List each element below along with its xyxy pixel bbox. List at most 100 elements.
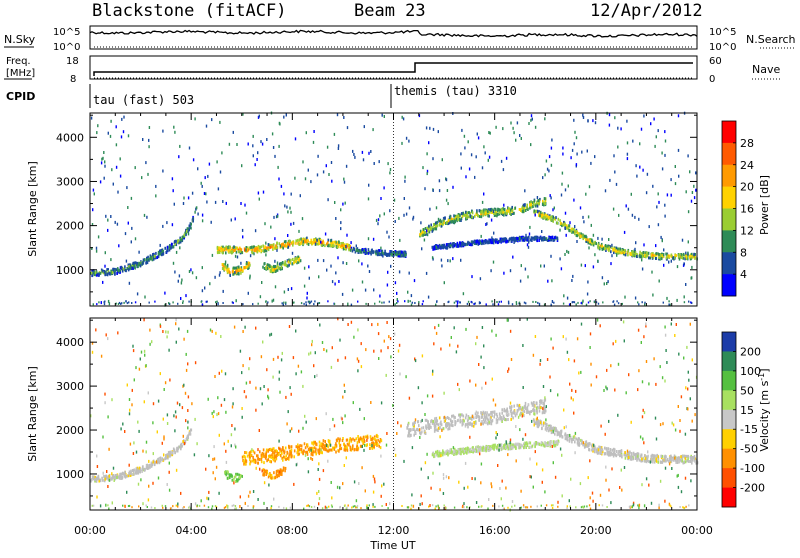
power-cell	[504, 208, 506, 211]
velocity-cell	[676, 457, 678, 460]
power-cell	[684, 301, 685, 303]
velocity-cell	[380, 446, 382, 449]
power-cell	[91, 272, 93, 275]
velocity-cell	[249, 462, 251, 465]
velocity-cell	[158, 460, 160, 463]
power-cell	[663, 302, 664, 304]
power-cell	[466, 216, 468, 219]
velocity-cell	[407, 424, 409, 427]
power-cell	[310, 180, 311, 183]
power-cell	[165, 251, 166, 254]
power-cell	[315, 239, 317, 242]
velocity-cell	[629, 451, 631, 454]
power-cell	[669, 255, 671, 258]
power-cell	[592, 119, 593, 122]
velocity-cell	[504, 417, 506, 420]
date-title: 12/Apr/2012	[590, 1, 703, 21]
velocity-cell	[305, 451, 307, 454]
velocity-cell	[550, 443, 552, 446]
power-cell	[241, 248, 243, 251]
velocity-cell	[454, 420, 456, 423]
power-cell	[433, 189, 434, 192]
power-cell	[646, 191, 647, 194]
velocity-cell	[454, 416, 456, 419]
power-cell	[342, 293, 343, 296]
power-cell	[132, 262, 134, 265]
power-cell	[317, 155, 318, 158]
velocity-cell	[610, 452, 612, 455]
power-cell	[663, 253, 665, 256]
power-cell	[340, 221, 341, 224]
power-cell	[480, 277, 481, 280]
velocity-cell	[293, 455, 295, 458]
power-cell	[162, 170, 163, 173]
power-cell	[678, 114, 679, 117]
power-cell	[610, 262, 611, 265]
power-cell	[323, 242, 325, 245]
power-cell	[566, 234, 567, 237]
velocity-cell	[470, 448, 472, 451]
power-cell	[245, 249, 246, 252]
velocity-cell	[335, 446, 337, 449]
power-cell	[155, 185, 156, 188]
cpid-segment-2: themis (tau) 3310	[394, 84, 517, 98]
velocity-cell	[354, 439, 356, 442]
power-cell	[174, 271, 175, 274]
velocity-cell	[564, 434, 566, 437]
power-cell	[682, 256, 684, 259]
power-cell	[254, 247, 256, 250]
power-cell	[474, 215, 476, 218]
power-cell	[496, 301, 497, 303]
power-cell	[439, 189, 440, 192]
power-cell	[435, 222, 437, 225]
power-cell	[214, 276, 215, 279]
power-cell	[390, 265, 391, 268]
power-cell	[338, 280, 339, 283]
power-cell	[626, 120, 627, 123]
velocity-cell	[304, 442, 306, 445]
power-cell	[446, 178, 447, 181]
power-cell	[643, 115, 644, 118]
power-cell	[485, 151, 486, 154]
power-cell	[537, 205, 539, 208]
velocity-cell	[660, 461, 662, 464]
power-cell	[365, 289, 366, 292]
power-cell	[229, 246, 231, 249]
nave-tick-top: 60	[709, 56, 722, 67]
power-cell	[275, 265, 277, 268]
power-cell	[560, 222, 562, 225]
power-cell	[299, 243, 301, 246]
velocity-cell	[132, 473, 134, 476]
power-cell	[371, 249, 373, 252]
velocity-cell	[587, 443, 589, 446]
velocity-cell	[286, 454, 288, 457]
velocity-cell	[413, 434, 415, 437]
power-cell	[266, 138, 267, 141]
power-cell	[342, 261, 343, 264]
power-cell	[317, 259, 318, 262]
power-cell	[587, 238, 589, 241]
power-cell	[163, 252, 165, 255]
power-cell	[104, 165, 105, 168]
power-cell	[235, 255, 236, 258]
velocity-cell	[374, 437, 376, 440]
velocity-cell	[448, 426, 450, 429]
velocity-cell	[679, 457, 681, 460]
power-cell	[642, 254, 644, 257]
power-cell	[551, 164, 552, 167]
power-cell	[635, 297, 636, 300]
velocity-cell	[524, 406, 526, 409]
power-cell	[495, 208, 497, 211]
power-cell	[394, 303, 395, 305]
power-cell	[205, 176, 206, 179]
velocity-cell	[598, 446, 600, 449]
velocity-cell	[269, 460, 271, 463]
power-cell	[642, 169, 643, 172]
cpid-segment-1: tau (fast) 503	[93, 93, 194, 107]
power-cell	[272, 268, 274, 271]
velocity-cell	[643, 457, 645, 460]
velocity-cell	[496, 421, 498, 424]
power-cell	[537, 210, 539, 213]
velocity-cell	[162, 458, 164, 461]
power-cell	[495, 240, 497, 243]
